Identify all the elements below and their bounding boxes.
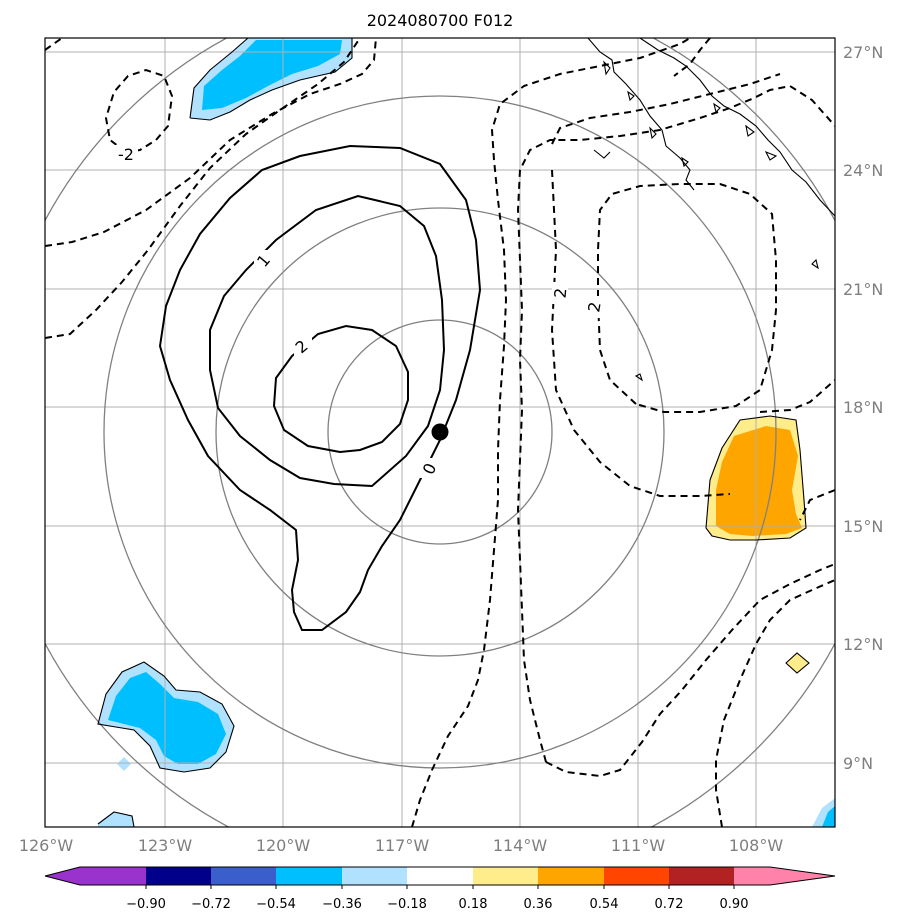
- contour-label: 2: [584, 300, 604, 313]
- lat-label: 12°N: [843, 635, 883, 654]
- lat-label: 15°N: [843, 517, 883, 536]
- solid-contours: [158, 144, 482, 631]
- latitude-labels: 27°N 24°N 21°N 18°N 15°N 12°N 9°N: [843, 43, 883, 773]
- lon-label: 114°W: [493, 836, 548, 855]
- contour-line-minus-two-east: [551, 73, 781, 145]
- colorbar-tick-label: 0.90: [720, 897, 749, 912]
- contour-line-minus-one-northeast: [673, 38, 711, 77]
- storm-center-marker: [431, 423, 449, 441]
- colorbar-tick-labels: −0.90 −0.72 −0.54 −0.36 −0.18 0.18 0.36 …: [126, 897, 748, 912]
- lon-label: 123°W: [138, 836, 193, 855]
- colorbar-swatch: [211, 867, 276, 885]
- contour-line-minus-one-topleft: [45, 38, 63, 51]
- contour-line-minus-two-closed-east: [597, 183, 777, 413]
- colorbar-tick-label: 0.54: [590, 897, 619, 912]
- lon-label: 117°W: [375, 836, 430, 855]
- range-rings: [45, 38, 835, 827]
- colorbar-tick-label: −0.90: [126, 897, 166, 912]
- contour-line-minus-two-central: [516, 84, 835, 763]
- colorbar-swatch: [538, 867, 604, 885]
- lat-label: 21°N: [843, 280, 883, 299]
- lon-label: 126°W: [19, 836, 74, 855]
- colorbar-swatch: [45, 867, 146, 885]
- colorbar-tick-label: 0.72: [655, 897, 684, 912]
- longitude-labels: 126°W 123°W 120°W 117°W 114°W 111°W 108°…: [19, 836, 784, 855]
- colorbar-tick-label: −0.72: [191, 897, 231, 912]
- contour-line-zero: [158, 144, 482, 631]
- coastline: [97, 38, 835, 827]
- contour-label: 2: [551, 287, 571, 299]
- contour-line-minus-one-southeast: [799, 489, 835, 521]
- lat-label: 24°N: [843, 161, 883, 180]
- plot-title: 2024080700 F012: [367, 11, 514, 30]
- contour-line-minus-one-west2: [45, 38, 361, 339]
- contour-labels: -2 1 2 0 2 2: [114, 145, 605, 478]
- colorbar-swatch: [276, 867, 342, 885]
- map-frame: [44, 37, 836, 828]
- colorbar-tick-label: −0.18: [387, 897, 427, 912]
- colorbar-ticks: [145, 885, 735, 889]
- lon-label: 120°W: [256, 836, 311, 855]
- colorbar-swatch: [342, 867, 407, 885]
- colorbar-swatch: [604, 867, 669, 885]
- negative-anomaly-corner-sw: [98, 812, 134, 827]
- colorbar-tick-label: 0.18: [459, 897, 488, 912]
- contour-line-minus-one-southeast2: [715, 579, 835, 827]
- colorbar-swatch: [146, 867, 211, 885]
- contour-label: -2: [118, 145, 134, 164]
- contour-line-minus-two-west: [104, 68, 174, 154]
- colorbar-swatches: [45, 867, 835, 885]
- colorbar-tick-label: −0.54: [256, 897, 296, 912]
- lat-label: 9°N: [843, 754, 873, 773]
- negative-anomaly-core-southwest: [108, 672, 226, 764]
- colorbar: −0.90 −0.72 −0.54 −0.36 −0.18 0.18 0.36 …: [44, 866, 836, 912]
- gridlines: [45, 38, 835, 827]
- colorbar-swatch: [473, 867, 538, 885]
- lon-label: 111°W: [611, 836, 666, 855]
- colorbar-outline: [44, 866, 836, 886]
- lat-label: 18°N: [843, 398, 883, 417]
- contour-line-minus-one-east2: [759, 379, 835, 413]
- contour-line-minus-one-central: [411, 38, 691, 827]
- map-panel: -2 1 2 0 2 2: [45, 38, 835, 827]
- colorbar-swatch: [407, 867, 473, 885]
- colorbar-swatch: [669, 867, 734, 885]
- colorbar-tick-label: 0.36: [524, 897, 553, 912]
- negative-anomaly-speck: [117, 757, 131, 771]
- contour-line-one: [209, 194, 446, 488]
- negative-anomaly-core-north: [202, 40, 342, 110]
- dashed-contours: [45, 38, 835, 827]
- lat-label: 27°N: [843, 43, 883, 62]
- colorbar-swatch: [734, 867, 835, 885]
- lon-label: 108°W: [729, 836, 784, 855]
- positive-anomaly-core-east: [716, 426, 802, 536]
- contour-line-minus-one-west: [45, 38, 377, 247]
- contour-line-two: [272, 324, 409, 454]
- colorbar-tick-label: −0.36: [322, 897, 362, 912]
- negative-anomaly-corner-se-core: [822, 806, 835, 827]
